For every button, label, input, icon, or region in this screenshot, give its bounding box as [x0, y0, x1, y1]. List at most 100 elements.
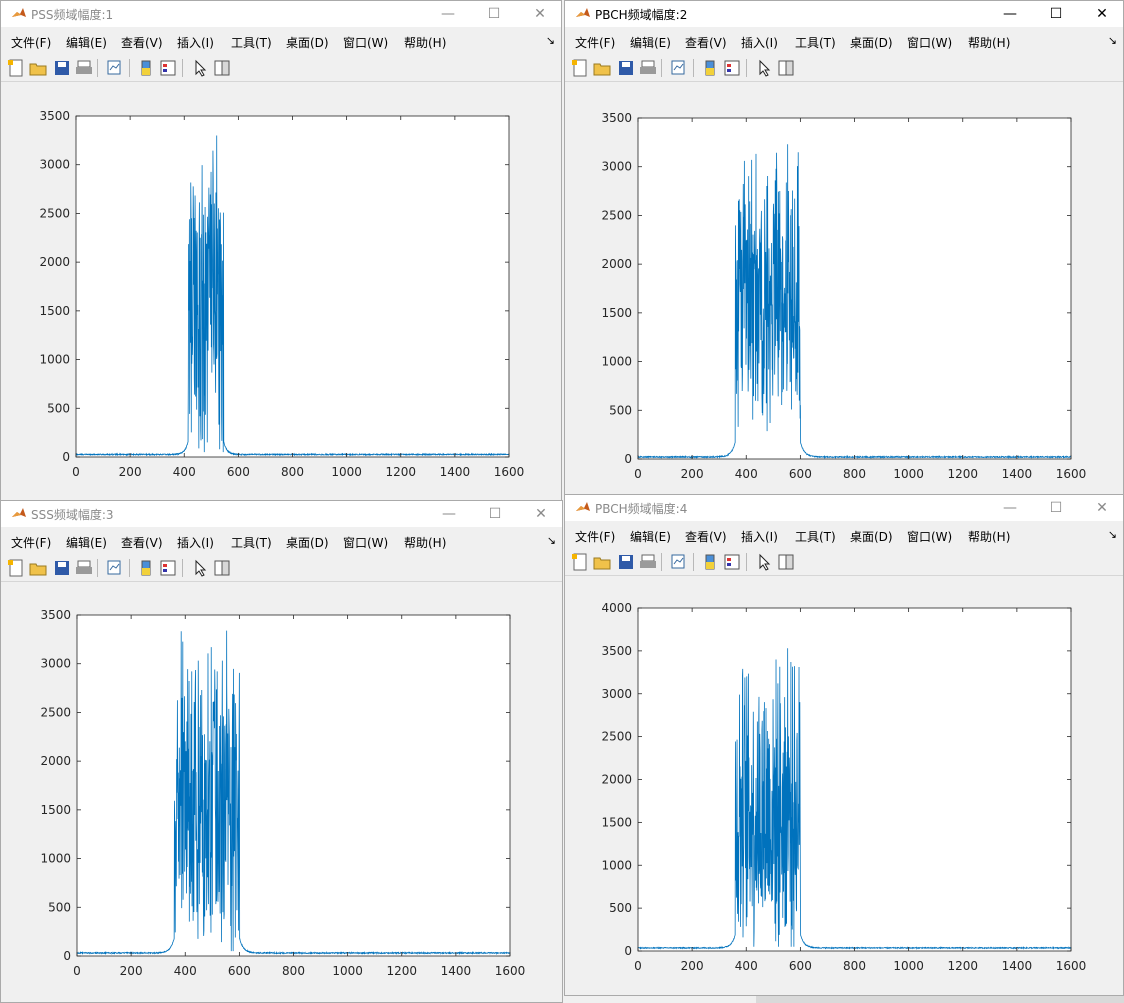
- open-file-icon[interactable]: [29, 559, 47, 577]
- property-inspector-icon[interactable]: [777, 553, 795, 571]
- close-icon[interactable]: ✕: [1096, 6, 1108, 22]
- property-inspector-icon[interactable]: [777, 59, 795, 77]
- maximize-icon[interactable]: ☐: [1049, 6, 1063, 22]
- menu-item[interactable]: 插入(I): [741, 36, 778, 50]
- menu-item[interactable]: 工具(T): [231, 536, 272, 550]
- menu-item[interactable]: 查看(V): [685, 36, 727, 50]
- save-icon[interactable]: [53, 59, 71, 77]
- toolbar-overflow-icon[interactable]: ↘: [1107, 34, 1117, 47]
- title-bar[interactable]: SSS频域幅度:3 — ☐ ✕: [1, 501, 562, 527]
- y-tick-label: 3500: [601, 111, 632, 125]
- insert-legend-icon[interactable]: [159, 59, 177, 77]
- edit-plot-arrow-icon[interactable]: [755, 553, 773, 571]
- insert-legend-icon[interactable]: [723, 553, 741, 571]
- menu-item[interactable]: 查看(V): [685, 530, 727, 544]
- insert-colorbar-icon[interactable]: [137, 559, 155, 577]
- menu-item[interactable]: 帮助(H): [968, 36, 1011, 50]
- insert-colorbar-icon[interactable]: [701, 553, 719, 571]
- edit-plot-arrow-icon[interactable]: [191, 59, 209, 77]
- menu-item[interactable]: 窗口(W): [907, 36, 953, 50]
- toolbar-overflow-icon[interactable]: ↘: [545, 34, 555, 47]
- minimize-icon[interactable]: —: [1003, 500, 1017, 516]
- print-icon[interactable]: [75, 59, 93, 77]
- new-figure-icon[interactable]: [571, 553, 589, 571]
- x-tick-label: 1200: [947, 959, 978, 973]
- link-plot-icon[interactable]: [105, 559, 123, 577]
- y-tick-label: 3000: [40, 657, 71, 671]
- menu-item[interactable]: 桌面(D): [286, 36, 329, 50]
- menu-item[interactable]: 工具(T): [795, 530, 836, 544]
- x-tick-label: 0: [73, 964, 81, 978]
- save-icon[interactable]: [617, 59, 635, 77]
- save-icon[interactable]: [617, 553, 635, 571]
- title-bar[interactable]: PBCH频域幅度:2 — ☐ ✕: [565, 1, 1123, 27]
- print-icon[interactable]: [75, 559, 93, 577]
- menu-item[interactable]: 文件(F): [11, 536, 52, 550]
- menu-item[interactable]: 工具(T): [795, 36, 836, 50]
- close-icon[interactable]: ✕: [1096, 500, 1108, 516]
- menu-item[interactable]: 查看(V): [121, 36, 163, 50]
- menu-item[interactable]: 桌面(D): [286, 536, 329, 550]
- menu-item[interactable]: 编辑(E): [66, 36, 107, 50]
- menu-item[interactable]: 窗口(W): [343, 36, 389, 50]
- insert-legend-icon[interactable]: [723, 59, 741, 77]
- menu-item[interactable]: 帮助(H): [968, 530, 1011, 544]
- open-file-icon[interactable]: [593, 553, 611, 571]
- insert-colorbar-icon[interactable]: [701, 59, 719, 77]
- menu-item[interactable]: 插入(I): [177, 536, 214, 550]
- link-plot-icon[interactable]: [669, 59, 687, 77]
- toolbar-overflow-icon[interactable]: ↘: [1107, 528, 1117, 541]
- x-tick-label: 1600: [494, 465, 525, 479]
- print-icon[interactable]: [639, 59, 657, 77]
- menu-item[interactable]: 编辑(E): [630, 36, 671, 50]
- toolbar-separator: [129, 59, 130, 77]
- new-figure-icon[interactable]: [7, 559, 25, 577]
- insert-colorbar-icon[interactable]: [137, 59, 155, 77]
- menu-item[interactable]: 帮助(H): [404, 36, 447, 50]
- maximize-icon[interactable]: ☐: [487, 6, 501, 22]
- menu-item[interactable]: 插入(I): [177, 36, 214, 50]
- new-figure-icon[interactable]: [7, 59, 25, 77]
- title-bar[interactable]: PBCH频域幅度:4 — ☐ ✕: [565, 495, 1123, 521]
- link-plot-icon[interactable]: [669, 553, 687, 571]
- open-file-icon[interactable]: [29, 59, 47, 77]
- x-tick-label: 1200: [385, 465, 416, 479]
- print-icon[interactable]: [639, 553, 657, 571]
- menu-item[interactable]: 编辑(E): [66, 536, 107, 550]
- menu-item[interactable]: 查看(V): [121, 536, 163, 550]
- title-bar[interactable]: PSS频域幅度:1 — ☐ ✕: [1, 1, 561, 27]
- edit-plot-arrow-icon[interactable]: [755, 59, 773, 77]
- save-icon[interactable]: [53, 559, 71, 577]
- menu-item[interactable]: 文件(F): [575, 530, 616, 544]
- menu-item[interactable]: 文件(F): [575, 36, 616, 50]
- menu-item[interactable]: 插入(I): [741, 530, 778, 544]
- window-title: PBCH频域幅度:4: [595, 502, 688, 516]
- maximize-icon[interactable]: ☐: [488, 506, 502, 522]
- property-inspector-icon[interactable]: [213, 559, 231, 577]
- close-icon[interactable]: ✕: [534, 6, 546, 22]
- y-tick-label: 3500: [601, 644, 632, 658]
- toolbar-overflow-icon[interactable]: ↘: [546, 534, 556, 547]
- insert-legend-icon[interactable]: [159, 559, 177, 577]
- link-plot-icon[interactable]: [105, 59, 123, 77]
- close-icon[interactable]: ✕: [535, 506, 547, 522]
- edit-plot-arrow-icon[interactable]: [191, 559, 209, 577]
- menu-item[interactable]: 窗口(W): [907, 530, 953, 544]
- new-figure-icon[interactable]: [571, 59, 589, 77]
- matlab-icon: [12, 8, 26, 17]
- open-file-icon[interactable]: [593, 59, 611, 77]
- menu-item[interactable]: 帮助(H): [404, 536, 447, 550]
- menu-item[interactable]: 窗口(W): [343, 536, 389, 550]
- maximize-icon[interactable]: ☐: [1049, 500, 1063, 516]
- menu-item[interactable]: 编辑(E): [630, 530, 671, 544]
- menu-item[interactable]: 桌面(D): [850, 36, 893, 50]
- minimize-icon[interactable]: —: [441, 6, 455, 22]
- y-tick-label: 500: [609, 403, 632, 417]
- menu-item[interactable]: 文件(F): [11, 36, 52, 50]
- minimize-icon[interactable]: —: [442, 506, 456, 522]
- property-inspector-icon[interactable]: [213, 59, 231, 77]
- minimize-icon[interactable]: —: [1003, 6, 1017, 22]
- menu-item[interactable]: 桌面(D): [850, 530, 893, 544]
- y-tick-label: 1000: [601, 355, 632, 369]
- menu-item[interactable]: 工具(T): [231, 36, 272, 50]
